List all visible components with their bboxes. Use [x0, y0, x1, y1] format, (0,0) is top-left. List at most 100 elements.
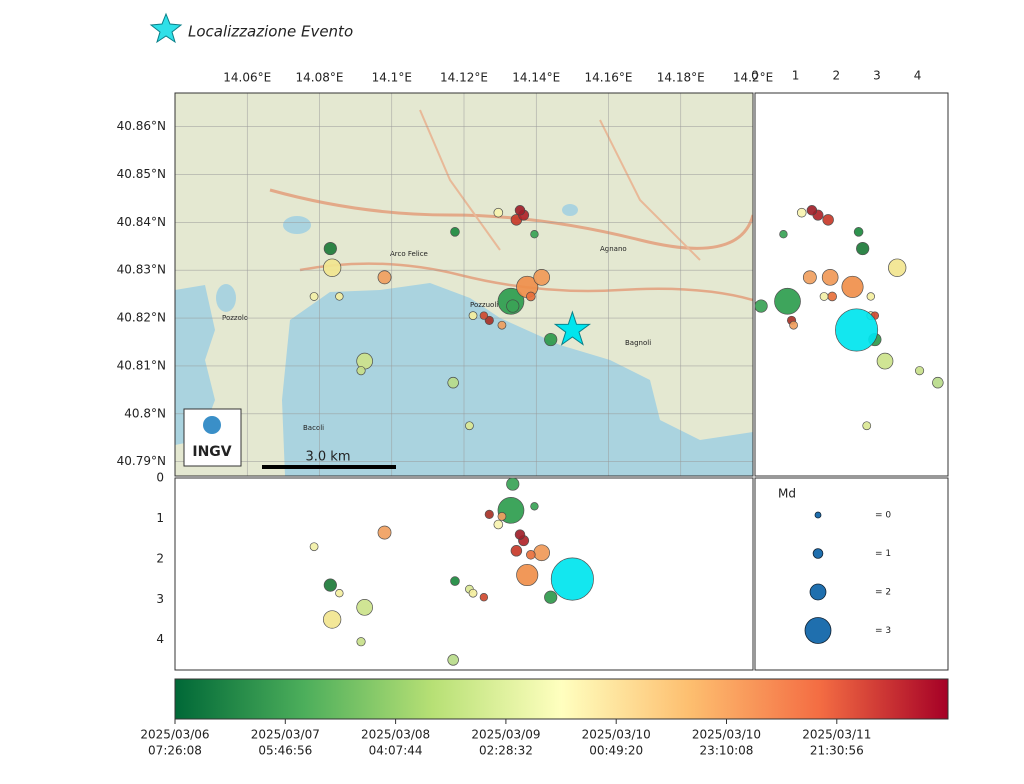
colorbar-time: 23:10:08	[700, 744, 754, 758]
colorbar-time: 07:26:08	[148, 744, 202, 758]
marks	[309, 205, 944, 666]
event-map	[533, 268, 550, 286]
lon-tick-label: 14.18°E	[657, 71, 705, 85]
event-depth-lat	[802, 270, 817, 285]
depth-tick-label: 2	[156, 551, 164, 565]
lon-tick-label: 14.08°E	[296, 71, 344, 85]
event-depth-lat	[819, 292, 829, 301]
depth-tick-label: 1	[792, 69, 800, 83]
event-map	[309, 292, 319, 301]
magnitude-swatch	[812, 548, 824, 559]
depth-tick-label: 4	[914, 69, 922, 83]
event-depth-lon	[530, 502, 539, 511]
event-map	[356, 366, 366, 376]
lat-tick-label: 40.8°N	[124, 406, 166, 420]
scale-bar	[262, 465, 396, 469]
magnitude-title: Md	[778, 487, 796, 501]
event-depth-lon	[377, 525, 392, 540]
event-depth-lon	[356, 599, 373, 616]
event-depth-lon	[468, 588, 478, 598]
event-depth-lat	[841, 275, 864, 298]
lon-tick-label: 14.14°E	[512, 71, 560, 85]
event-map	[526, 291, 536, 302]
event-map	[497, 320, 507, 330]
event-depth-lat	[806, 205, 818, 216]
magnitude-label: = 0	[875, 511, 891, 521]
legend-star	[149, 12, 183, 44]
colorbar-time: 04:07:44	[369, 744, 423, 758]
event-depth-lon	[323, 578, 337, 592]
legend-label: Localizzazione Evento	[188, 23, 353, 41]
event-map	[514, 205, 526, 216]
colorbar-time: 02:28:32	[479, 744, 533, 758]
event-map	[465, 421, 474, 431]
event-map	[493, 207, 504, 218]
event-depth-lat	[754, 299, 768, 313]
map-frame	[174, 92, 754, 477]
lat-tick-label: 40.82°N	[117, 311, 166, 325]
lon-tick-label: 14.06°E	[223, 71, 271, 85]
colorbar-date: 2025/03/11	[802, 728, 871, 742]
event-depth-lat	[827, 291, 837, 302]
event-map	[530, 230, 539, 239]
magnitude-label: = 2	[875, 588, 891, 598]
lat-tick-label: 40.79°N	[117, 454, 166, 468]
event-depth-lat	[789, 320, 798, 330]
depth-tick-label: 2	[832, 69, 840, 83]
event-map	[335, 292, 344, 301]
event-depth-lon	[450, 576, 460, 586]
event-map	[484, 315, 494, 325]
lon-tick-label: 14.16°E	[585, 71, 633, 85]
lat-tick-label: 40.84°N	[117, 215, 166, 229]
colorbar-time: 21:30:56	[810, 744, 864, 758]
colorbar-date: 2025/03/10	[582, 728, 651, 742]
depth-tick-label: 0	[751, 69, 759, 83]
depth-lon-panel	[174, 477, 754, 671]
event-map	[323, 258, 342, 277]
event-depth-lat	[932, 376, 944, 389]
place-label: Arco Felice	[390, 250, 428, 258]
magnitude-label: = 3	[875, 626, 891, 636]
place-label: Bagnoli	[625, 339, 651, 347]
event-depth-lon	[447, 654, 459, 666]
colorbar-date: 2025/03/10	[692, 728, 761, 742]
event-map	[544, 332, 558, 347]
magnitude-swatch	[804, 617, 832, 644]
lat-tick-label: 40.85°N	[117, 167, 166, 181]
depth-tick-label: 3	[873, 69, 881, 83]
lon-tick-label: 14.1°E	[372, 71, 412, 85]
event-depth-lon	[484, 509, 494, 519]
lat-tick-label: 40.81°N	[117, 358, 166, 372]
magnitude-label: = 1	[875, 549, 891, 559]
magnitude-swatch	[809, 583, 827, 601]
place-label: Agnano	[600, 245, 627, 253]
depth-tick-label: 1	[156, 511, 164, 525]
depth-tick-label: 3	[156, 592, 164, 606]
event-depth-lat	[821, 268, 839, 286]
event-depth-lat	[888, 258, 907, 277]
colorbar-time: 05:46:56	[258, 744, 312, 758]
event-depth-lon	[479, 593, 489, 602]
event-depth-lon	[544, 590, 558, 604]
event-depth-lat	[853, 227, 864, 237]
lat-tick-label: 40.86°N	[117, 119, 166, 133]
lon-tick-label: 14.12°E	[440, 71, 488, 85]
colorbar-date: 2025/03/07	[251, 728, 320, 742]
event-map	[447, 376, 459, 389]
event-depth-lon	[506, 477, 520, 491]
scale-label: 3.0 km	[306, 450, 351, 465]
colorbar-time: 00:49:20	[589, 744, 643, 758]
event-depth-lat	[796, 207, 807, 218]
event-depth-lat	[914, 366, 925, 376]
magnitude-swatch	[814, 511, 822, 519]
event-depth-lon	[323, 610, 342, 629]
event-map	[377, 270, 392, 285]
logo-text: INGV	[192, 444, 231, 460]
depth-tick-label: 0	[156, 471, 164, 485]
event-depth-lat	[774, 287, 801, 315]
event-depth-lat	[862, 421, 872, 431]
event-depth-lon	[550, 557, 594, 601]
lon-tick-label: 14.2°E	[733, 71, 773, 85]
event-depth-lon	[356, 637, 366, 647]
